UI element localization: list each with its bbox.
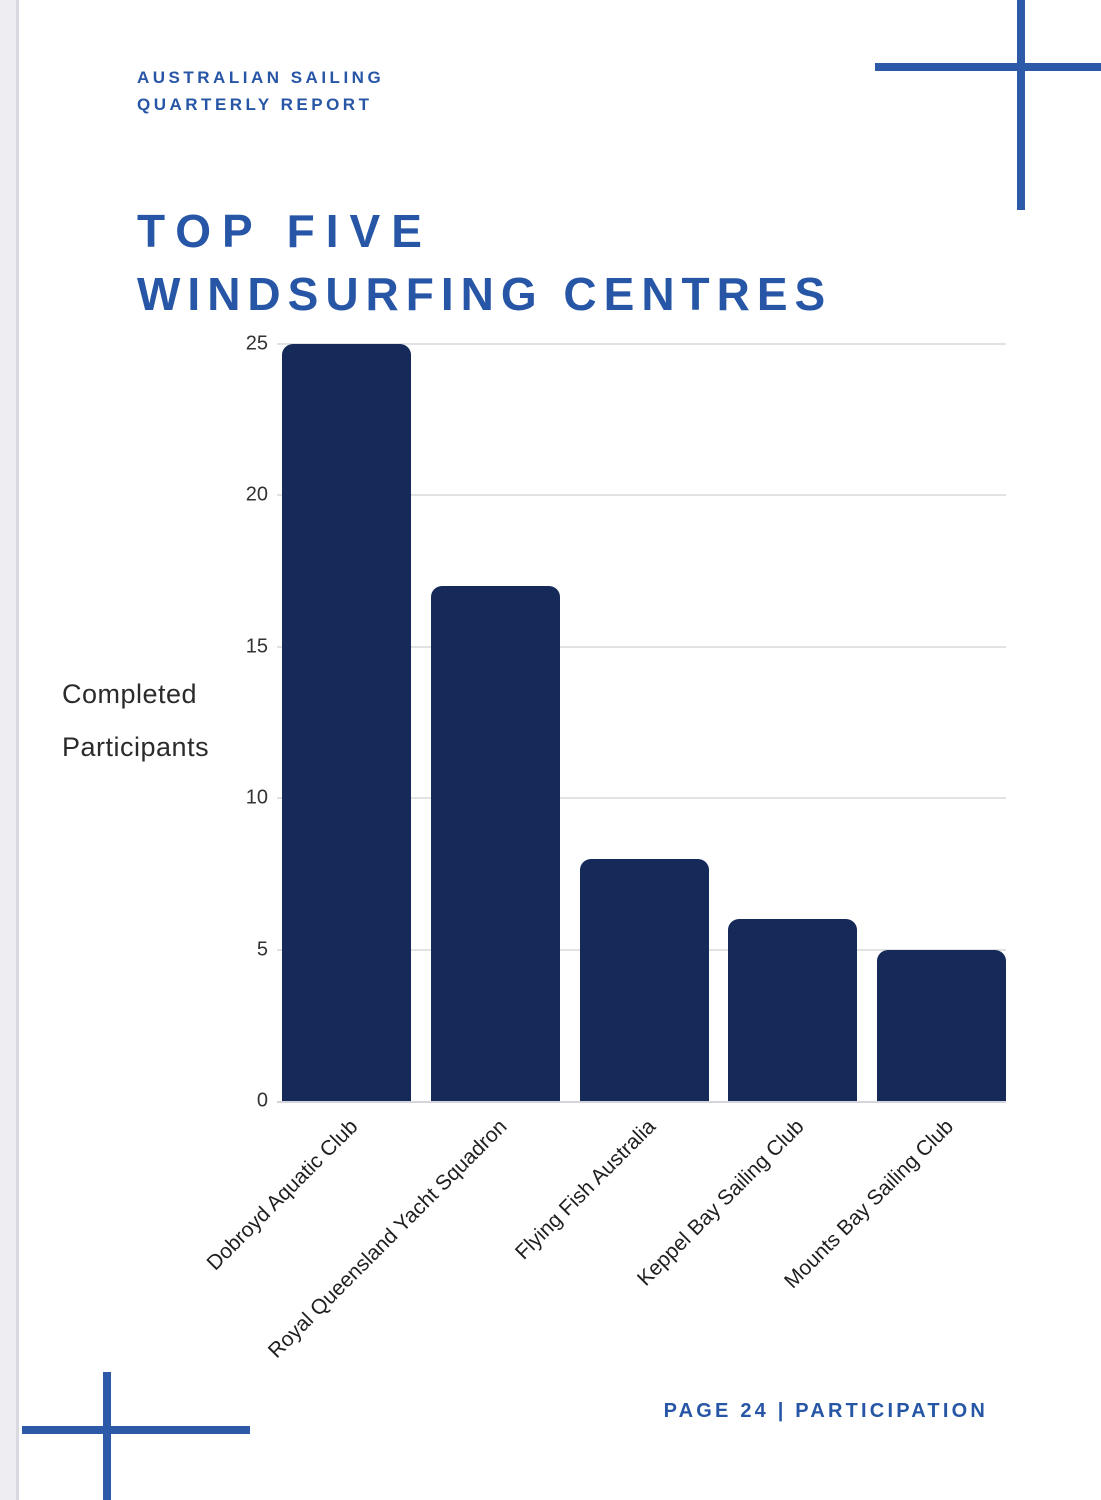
bar-keppel-bay-sailing-club: [728, 919, 858, 1101]
y-tick-label: 5: [256, 938, 268, 961]
x-category-label-flying-fish-australia: Flying Fish Australia: [511, 1115, 661, 1265]
y-tick-label: 10: [245, 786, 268, 809]
header-line-2: QUARTERLY REPORT: [137, 95, 373, 114]
y-axis-label-line-1: Completed: [62, 679, 198, 709]
x-category-label-royal-queensland-yacht-squadron: Royal Queensland Yacht Squadron: [263, 1115, 512, 1363]
y-tick-label: 15: [245, 635, 268, 658]
x-category-label-keppel-bay-sailing-club: Keppel Bay Sailing Club: [633, 1115, 810, 1291]
x-category-label-mounts-bay-sailing-club: Mounts Bay Sailing Club: [779, 1115, 958, 1294]
y-axis-label-line-2: Participants: [62, 732, 210, 762]
gridline: [277, 343, 1006, 345]
gridline: [277, 645, 1006, 648]
cross-horizontal-line-icon: [875, 63, 1101, 71]
bar-royal-queensland-yacht-squadron: [430, 586, 560, 1101]
gridline: [277, 494, 1006, 497]
report-header: AUSTRALIAN SAILING QUARTERLY REPORT: [137, 64, 384, 118]
cross-horizontal-line-icon: [22, 1426, 250, 1434]
bar-mounts-bay-sailing-club: [877, 949, 1006, 1101]
cross-vertical-line-icon: [103, 1372, 111, 1500]
bar-flying-fish-australia: [579, 858, 709, 1101]
x-axis-line: [277, 1101, 1006, 1103]
y-tick-label: 20: [245, 483, 268, 506]
title-line-2: WINDSURFING CENTRES: [137, 268, 833, 320]
title-line-1: TOP FIVE: [137, 205, 433, 257]
y-tick-label: 0: [256, 1089, 268, 1112]
plot-area: 0 5 10 15 20 25 Dobroyd Aquatic Club Royal Quee…: [203, 333, 1006, 1363]
x-category-label-dobroyd-aquatic-club: Dobroyd Aquatic Club: [202, 1115, 363, 1275]
y-tick-label: 25: [245, 332, 268, 355]
y-axis-label: Completed Participants: [62, 668, 209, 774]
cross-vertical-line-icon: [1017, 0, 1025, 210]
header-line-1: AUSTRALIAN SAILING: [137, 68, 385, 87]
gridline: [277, 797, 1006, 800]
page-title: TOP FIVE WINDSURFING CENTRES: [137, 200, 832, 326]
bar-dobroyd-aquatic-club: [282, 344, 411, 1101]
page-footer: PAGE 24 | PARTICIPATION: [663, 1400, 988, 1422]
page-edge: [0, 0, 19, 1500]
